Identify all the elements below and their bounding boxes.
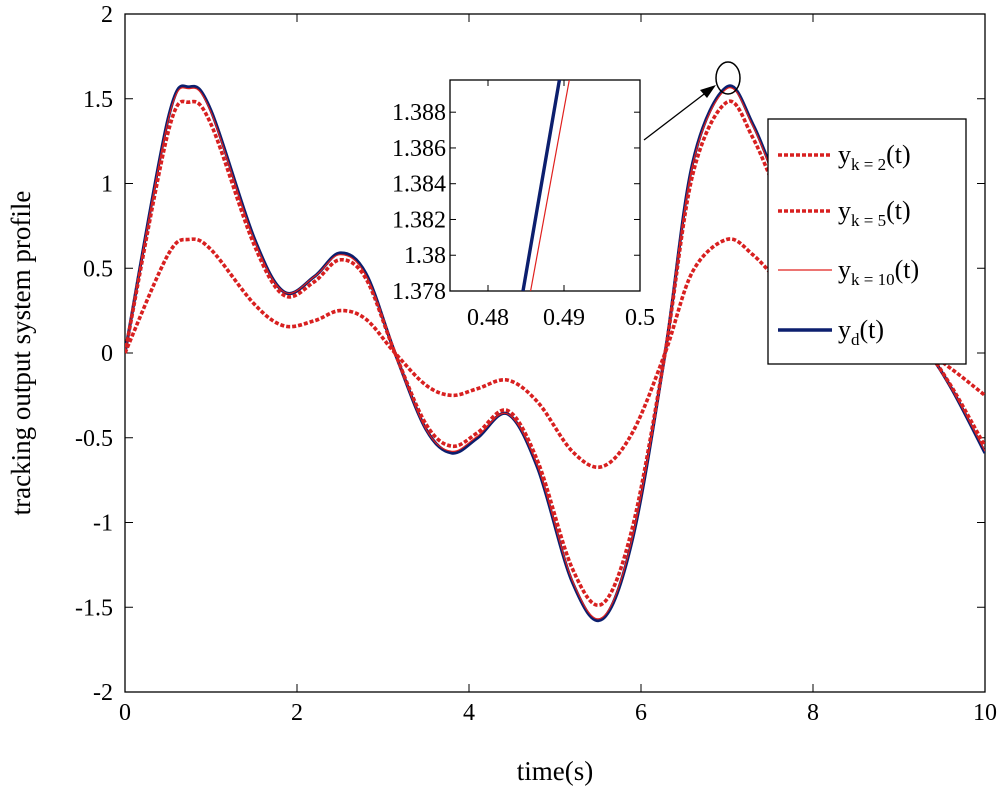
x-axis-label: time(s) (517, 756, 593, 786)
y-tick-label: 1.5 (83, 87, 113, 113)
y-tick-label: 0.5 (83, 256, 113, 282)
x-tick-label: 8 (807, 700, 819, 726)
x-tick-label: 2 (291, 700, 303, 726)
x-tick-label: 4 (463, 700, 475, 726)
zoom-arrow-line (643, 87, 713, 141)
y-axis-label: tracking output system profile (6, 191, 36, 516)
legend-box (767, 118, 967, 365)
inset-series (521, 80, 570, 291)
y-tick-label: -2 (93, 680, 113, 706)
inset-x-tick-label: 0.49 (543, 305, 585, 331)
x-tick-label: 10 (973, 700, 997, 726)
y-tick-label: -1.5 (75, 595, 113, 621)
inset-series-k10-line (530, 80, 570, 291)
y-tick-label: -0.5 (75, 426, 113, 452)
inset-y-tick-label: 1.38 (404, 243, 446, 269)
inset-x-tick-label: 0.5 (625, 305, 655, 331)
inset-ticks: 0.48 0.49 0.5 1.388 1.386 1.384 1.382 1.38 1.378 (392, 80, 655, 331)
inset-x-tick-label: 0.48 (467, 305, 509, 331)
y-tick-label: 1 (101, 172, 113, 198)
legend-label-0: yk = 2(t) (838, 140, 911, 174)
zoom-arrow-head (700, 85, 716, 98)
inset-y-tick-label: 1.382 (392, 207, 446, 233)
series-k2-line (125, 237, 985, 470)
legend-label-1: yk = 5(t) (838, 196, 911, 230)
y-tick-label: 0 (101, 341, 113, 367)
inset-y-tick-label: 1.388 (392, 100, 446, 126)
inset-frame (449, 79, 641, 292)
zoom-ellipse (715, 61, 741, 95)
inset-series-yd-line (521, 80, 562, 291)
x-tick-label: 6 (635, 700, 647, 726)
y-tick-label: -1 (93, 511, 113, 537)
inset-y-tick-label: 1.384 (392, 172, 446, 198)
legend-label-2: yk = 10(t) (838, 255, 919, 289)
inset-y-tick-label: 1.386 (392, 136, 446, 162)
x-tick-label: 0 (119, 700, 131, 726)
inset-y-tick-label: 1.378 (392, 279, 446, 305)
y-tick-label: 2 (101, 2, 113, 28)
legend-label-3: yd(t) (838, 315, 884, 349)
main-ticks: 0 2 4 6 8 10 2 1.5 1 0.5 0 -0.5 -1 -1.5 -2 (75, 2, 997, 726)
legend: yk = 2(t) yk = 5(t) yk = 10(t) yd(t) (767, 118, 967, 365)
